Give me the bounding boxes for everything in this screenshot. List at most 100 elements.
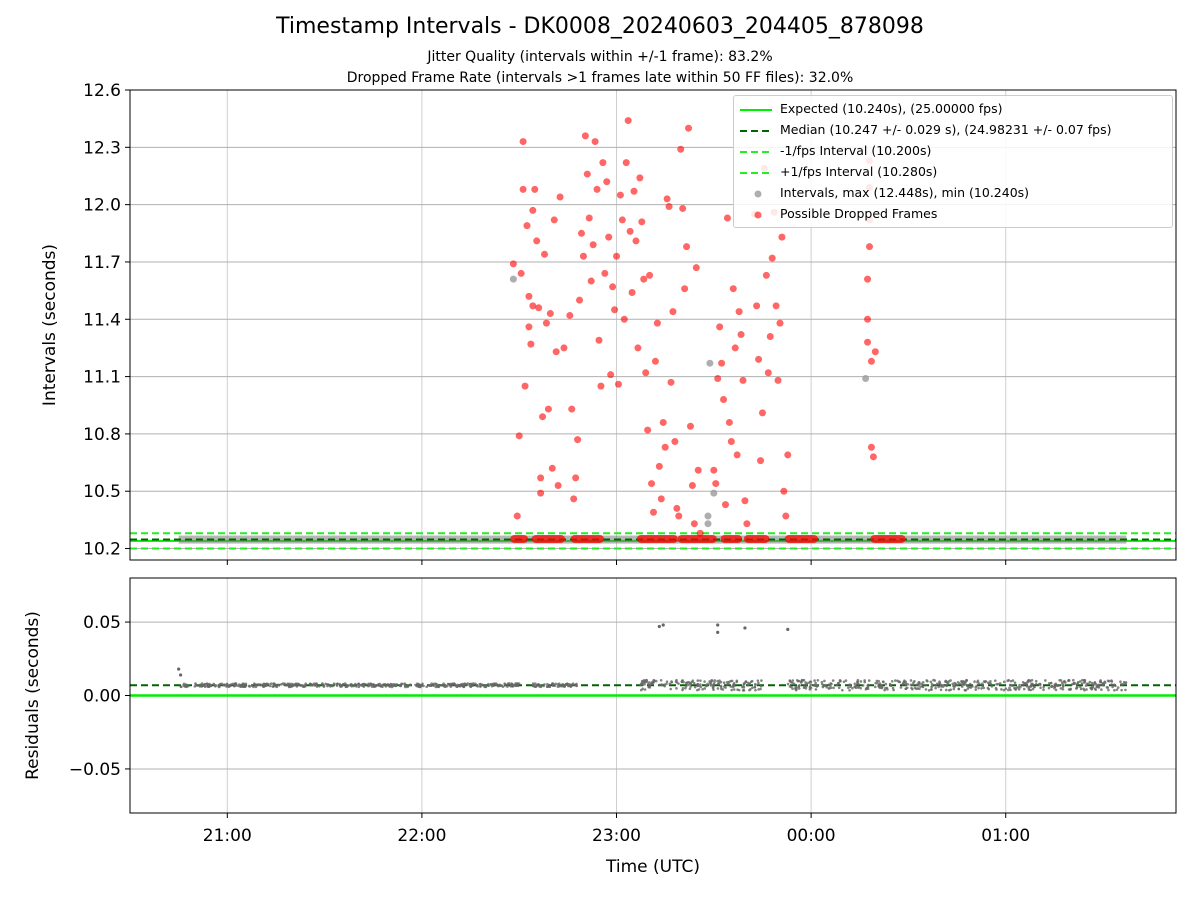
- residual-point: [957, 687, 961, 691]
- dropped-frame-point: [607, 371, 615, 379]
- residual-point: [982, 686, 985, 690]
- residual-point: [1002, 680, 1006, 684]
- residual-point: [269, 682, 273, 685]
- dropped-frame-point: [552, 348, 560, 356]
- residual-point: [727, 680, 731, 684]
- y-axis-label-intervals: Intervals (seconds): [40, 244, 60, 406]
- residual-point: [286, 682, 289, 686]
- residual-point: [378, 682, 381, 686]
- residual-point: [706, 682, 709, 686]
- dropped-frame-point: [634, 344, 642, 352]
- dropped-frame-point: [723, 214, 731, 222]
- residual-point: [927, 689, 931, 692]
- dropped-frame-point: [677, 145, 685, 153]
- y-tick-label: 0.00: [83, 687, 121, 707]
- residual-point: [345, 684, 349, 687]
- residual-point: [989, 682, 992, 685]
- dropped-frame-point: [614, 380, 622, 388]
- residual-point: [665, 682, 668, 686]
- dropped-frame-point: [688, 481, 696, 489]
- residual-point: [372, 683, 375, 687]
- dropped-frame-point: [865, 243, 873, 251]
- residual-point: [241, 685, 245, 688]
- dropped-frame-cluster: [784, 534, 819, 543]
- residual-point: [894, 679, 897, 682]
- dropped-frame-point: [729, 285, 737, 293]
- residual-point: [283, 682, 287, 686]
- residual-point: [824, 684, 828, 688]
- residual-point: [851, 686, 854, 690]
- dropped-frame-point: [572, 474, 580, 482]
- residual-point: [1011, 679, 1015, 682]
- interval-point: [704, 520, 712, 528]
- dropped-frame-point: [780, 487, 788, 495]
- residual-point: [968, 685, 972, 689]
- residual-point: [1106, 679, 1110, 683]
- residual-point: [713, 680, 716, 684]
- residual-point: [455, 685, 459, 688]
- residual-point: [964, 679, 968, 682]
- residual-point: [1090, 681, 1094, 685]
- dropped-frame-point: [548, 464, 556, 472]
- dropped-frame-point: [774, 376, 782, 384]
- residual-point: [332, 682, 336, 685]
- residual-point: [925, 679, 928, 682]
- residual-point: [212, 682, 216, 686]
- residual-point: [1042, 685, 1045, 689]
- residual-point: [1018, 683, 1021, 687]
- residual-point: [546, 685, 549, 689]
- residual-point: [209, 684, 212, 688]
- residual-point: [1011, 684, 1014, 688]
- residual-point: [1013, 686, 1016, 690]
- residual-point: [430, 684, 433, 687]
- residual-point: [1119, 683, 1123, 686]
- dropped-frame-point: [591, 138, 599, 146]
- residual-point: [1022, 687, 1026, 691]
- residual-point: [831, 679, 835, 682]
- residual-point: [642, 678, 646, 682]
- dropped-frame-point: [731, 344, 739, 352]
- residual-point: [317, 684, 321, 688]
- interval-point: [509, 275, 517, 283]
- residual-point: [880, 684, 883, 688]
- dashed-line-icon: [740, 130, 772, 132]
- residual-point: [1120, 688, 1123, 692]
- residual-point: [883, 688, 886, 692]
- residual-point: [890, 679, 894, 683]
- residual-point: [1038, 683, 1042, 687]
- dropped-frame-point: [531, 185, 539, 193]
- residual-point: [751, 686, 754, 690]
- residual-point: [848, 683, 851, 687]
- residual-point: [797, 684, 801, 688]
- residual-point: [1025, 685, 1029, 688]
- y-tick-label: 12.6: [83, 81, 121, 101]
- residual-point: [315, 685, 319, 688]
- residual-point: [789, 680, 793, 684]
- residual-point: [816, 684, 819, 688]
- residual-point: [703, 687, 707, 690]
- dropped-frame-point: [692, 264, 700, 272]
- dropped-frame-point: [546, 310, 554, 318]
- residual-point: [463, 682, 466, 686]
- residual-point: [990, 685, 994, 688]
- residual-point: [930, 685, 933, 689]
- residual-point: [995, 688, 998, 691]
- residual-point: [976, 679, 980, 683]
- dashed-line-icon: [740, 151, 772, 153]
- residual-point: [983, 680, 987, 684]
- residual-point: [386, 683, 390, 686]
- residual-point: [915, 683, 919, 687]
- residual-point: [924, 688, 928, 691]
- residual-point: [551, 682, 554, 685]
- residual-point: [716, 679, 719, 683]
- residual-point: [389, 683, 393, 687]
- residual-point: [753, 685, 757, 689]
- residual-point: [904, 680, 908, 684]
- residual-point: [813, 679, 816, 682]
- residual-point: [562, 684, 566, 688]
- residual-point: [848, 688, 851, 692]
- residual-point: [383, 682, 387, 686]
- residual-point: [357, 685, 361, 689]
- dropped-frame-point: [741, 497, 749, 505]
- residual-point: [330, 684, 334, 687]
